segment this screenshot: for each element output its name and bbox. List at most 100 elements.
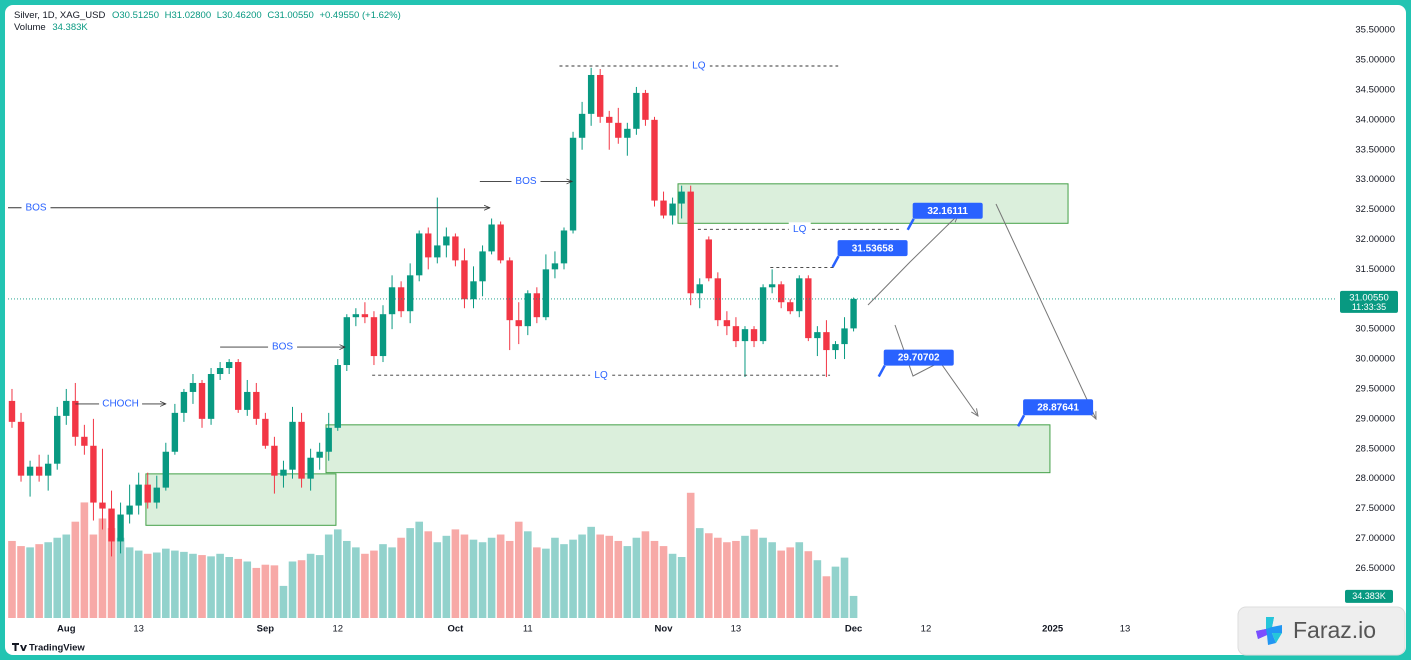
volume-bar: [596, 534, 604, 618]
volume-bar: [451, 529, 460, 618]
volume-bar: [352, 547, 360, 618]
y-tick-label: 35.50000: [1355, 25, 1395, 36]
candle-body: [406, 275, 414, 312]
candle-body: [144, 484, 151, 503]
price-tag-box: [1340, 290, 1398, 313]
level-label-bg: [268, 340, 298, 355]
candle-body: [244, 391, 251, 410]
volume-bar: [632, 537, 641, 618]
candle-body: [135, 484, 142, 506]
volume-bar: [343, 540, 351, 618]
y-tick-label: 33.50000: [1355, 144, 1395, 155]
axes: 26.50000 27.00000 27.50000 28.00000 28.50000…: [57, 25, 1398, 635]
candle-body: [642, 92, 649, 120]
level-label: LQ: [594, 370, 608, 381]
volume-bar: [424, 531, 433, 618]
volume-bar: [415, 521, 424, 618]
volume-bar: [270, 565, 279, 618]
callout-pointer: [831, 255, 840, 268]
volume-bar: [62, 534, 71, 618]
candle-body: [750, 329, 758, 342]
candle-body: [759, 287, 767, 342]
candle-body: [35, 466, 43, 476]
x-tick-label: Aug: [57, 624, 76, 635]
volume-bar: [152, 552, 161, 618]
volume-bar: [695, 528, 704, 618]
change: +0.49550 (+1.62%): [319, 10, 400, 21]
volume-bar: [686, 492, 695, 618]
candle-body: [416, 233, 423, 276]
candle-body: [732, 326, 740, 342]
callout-pointer: [1016, 414, 1026, 427]
candle-body: [63, 400, 70, 416]
volume-bar: [614, 540, 623, 618]
callout-pointer: [906, 218, 915, 231]
candle-body: [298, 421, 305, 479]
level-label-bg: [511, 174, 541, 189]
volume-bar: [406, 528, 414, 618]
volume-bar: [795, 542, 804, 618]
candle-body: [606, 116, 613, 123]
candle-body: [81, 436, 88, 446]
volume-bar: [234, 558, 243, 618]
volume-bar: [288, 561, 297, 618]
volume-bar: [704, 533, 713, 618]
price-tag: 31.00550: [1349, 292, 1389, 303]
volume-bar: [677, 557, 686, 618]
callout-label: 29.70702: [898, 353, 940, 364]
candle-body: [850, 298, 857, 329]
volume-bar: [370, 550, 378, 618]
volume-bar: [89, 534, 98, 618]
volume-bar: [460, 534, 469, 618]
overlay: CHOCH BOS BOS BOS LQ LQ LQ 32.16111 31.53658 29.7…: [8, 59, 1094, 427]
candle-body: [207, 374, 215, 419]
zone: [145, 473, 337, 526]
level-label: BOS: [25, 202, 46, 213]
candle-body: [479, 251, 486, 282]
candle-body: [651, 119, 658, 201]
x-tick-label: 12: [921, 624, 932, 635]
candle-body: [615, 122, 622, 138]
candle-body: [180, 391, 188, 413]
ohlc-value: H31.02800: [165, 10, 211, 21]
zone: [677, 183, 1069, 224]
volume-bar: [732, 540, 740, 618]
candle-body: [768, 284, 776, 288]
candle-body: [841, 328, 848, 345]
volume-bar: [8, 540, 16, 618]
volume-bar: [98, 518, 107, 618]
candle-body: [253, 391, 260, 419]
candle-body: [470, 281, 477, 300]
level-label-bg: [788, 222, 811, 237]
volume-bar: [623, 546, 632, 618]
candle-body: [54, 415, 61, 464]
volume-bar: [198, 555, 206, 618]
level-label-bg: [590, 368, 613, 383]
volume-bar: [849, 595, 858, 618]
candle-body: [578, 113, 586, 138]
volume-bar: [252, 567, 261, 618]
candle-body: [117, 514, 124, 542]
callout-pointer: [877, 364, 886, 378]
candle-body: [823, 332, 830, 351]
volume-bar: [216, 553, 224, 618]
candle-body: [425, 233, 432, 258]
x-tick-label: 13: [731, 624, 742, 635]
volume-bar: [804, 551, 813, 618]
volume-bar: [80, 502, 89, 618]
volume-bar: [533, 547, 541, 618]
x-tick-label: 13: [133, 624, 144, 635]
candle-body: [289, 421, 296, 470]
volume-bar: [569, 539, 577, 618]
candle-body: [506, 260, 513, 321]
y-tick-label: 32.50000: [1355, 204, 1395, 215]
projection-arrow: [995, 203, 1096, 419]
volume-bar: [225, 557, 233, 618]
volume-bar: [297, 560, 306, 618]
level-label: LQ: [793, 224, 807, 235]
volume-bar: [840, 557, 849, 618]
watermark: Faraz.io: [1237, 606, 1406, 656]
